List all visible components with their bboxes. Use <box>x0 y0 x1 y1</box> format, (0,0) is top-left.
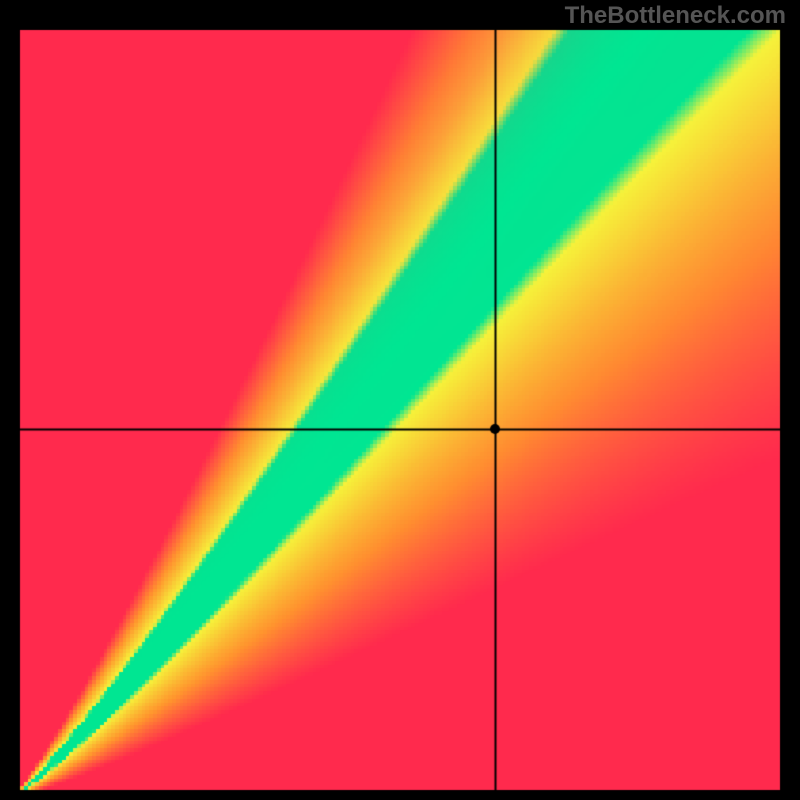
bottleneck-heatmap <box>0 0 800 800</box>
chart-container: TheBottleneck.com <box>0 0 800 800</box>
watermark-text: TheBottleneck.com <box>565 2 786 30</box>
